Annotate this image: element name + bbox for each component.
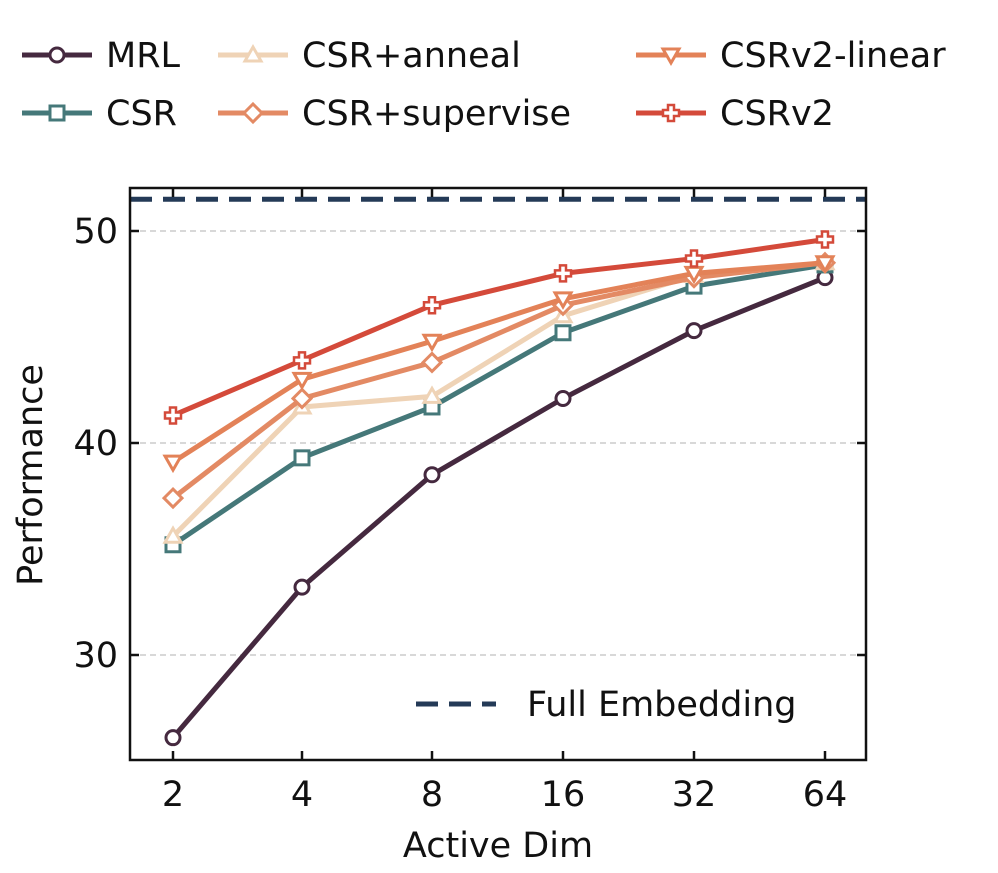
point-csrv2-linear-8	[421, 333, 443, 353]
legend-marker-csrv2	[661, 103, 681, 123]
point-mrl-16	[554, 389, 572, 407]
point-mrl-32	[685, 322, 703, 340]
plot-frame	[128, 186, 868, 762]
point-csr-supervise-4	[290, 387, 314, 410]
legend-marker-csr	[48, 104, 66, 122]
legend-entry-csr-supervise: CSR+supervise	[218, 94, 571, 134]
series-line-csr	[171, 262, 826, 547]
x-tick-label-64: 64	[803, 775, 848, 815]
point-csrv2-linear-4	[291, 371, 313, 391]
axes: 2 4 8 16 32 64 30 40 50	[73, 186, 868, 815]
series-line-csr-supervise	[171, 260, 826, 501]
legend-label-csr: CSR	[106, 94, 177, 134]
point-csr-16	[554, 324, 572, 342]
series-csrv2	[163, 230, 835, 425]
x-tick-label-2: 2	[162, 775, 184, 815]
point-csrv2-linear-64	[814, 255, 836, 274]
legend-label-csrv2: CSRv2	[720, 94, 834, 134]
point-csrv2-linear-2	[162, 454, 184, 474]
legend-marker-mrl	[48, 46, 66, 64]
legend-marker-csr-supervise	[241, 101, 265, 125]
point-csrv2-64	[815, 230, 835, 249]
x-tick-label-8: 8	[421, 775, 443, 815]
point-csrv2-32	[684, 249, 704, 268]
point-csr-anneal-2	[162, 525, 184, 544]
point-csrv2-4	[292, 351, 312, 370]
legend-entry-csr-anneal: CSR+anneal	[218, 36, 521, 76]
x-tick-label-4: 4	[291, 775, 313, 815]
x-tick-label-32: 32	[672, 775, 717, 815]
point-csr-anneal-8	[421, 385, 443, 404]
legend-entry-mrl: MRL	[22, 36, 181, 76]
legend-label-csr-supervise: CSR+supervise	[302, 94, 571, 134]
legend-entry-csrv2: CSRv2	[636, 94, 834, 134]
reference-legend-label: Full Embedding	[527, 685, 797, 725]
series-line-csrv2	[172, 237, 826, 418]
grid	[130, 230, 866, 656]
x-tick-label-16: 16	[541, 775, 586, 815]
y-tick-label-40: 40	[73, 424, 118, 464]
legend-marker-csr-anneal	[242, 43, 264, 63]
series-csrv2-linear	[162, 255, 836, 474]
series-csr-anneal	[162, 251, 836, 544]
series-line-csrv2-linear	[171, 260, 826, 465]
legend-entry-csrv2-linear: CSRv2-linear	[636, 36, 946, 76]
point-csrv2-linear-16	[552, 291, 574, 310]
legend-label-csr-anneal: CSR+anneal	[302, 36, 521, 76]
y-axis-title: Performance	[11, 364, 51, 586]
point-csr-supervise-2	[161, 486, 185, 510]
point-csrv2-8	[422, 295, 442, 315]
y-tick-label-30: 30	[73, 636, 118, 676]
legend-label-csrv2-linear: CSRv2-linear	[720, 36, 946, 76]
legend-entry-csr: CSR	[22, 94, 177, 134]
y-tick-label-50: 50	[73, 212, 118, 252]
point-mrl-8	[423, 466, 441, 484]
point-mrl-2	[164, 729, 182, 747]
series-line-mrl	[171, 275, 826, 740]
legend-marker-csrv2-linear	[660, 47, 682, 67]
point-csr-supervise-8	[420, 351, 444, 374]
legend-label-mrl: MRL	[106, 36, 181, 76]
series-group	[161, 230, 837, 747]
point-csr-4	[293, 449, 311, 467]
point-mrl-4	[293, 578, 311, 596]
reference-legend: Full Embedding	[416, 685, 797, 725]
series-csr-supervise	[161, 251, 837, 510]
series-mrl	[164, 269, 834, 747]
point-csrv2-16	[553, 264, 573, 283]
point-csrv2-2	[163, 406, 183, 425]
legend: MRL CSR CSR+anneal CSR+supervise CSRv2-linea…	[22, 36, 946, 134]
x-axis-title: Active Dim	[403, 826, 593, 866]
